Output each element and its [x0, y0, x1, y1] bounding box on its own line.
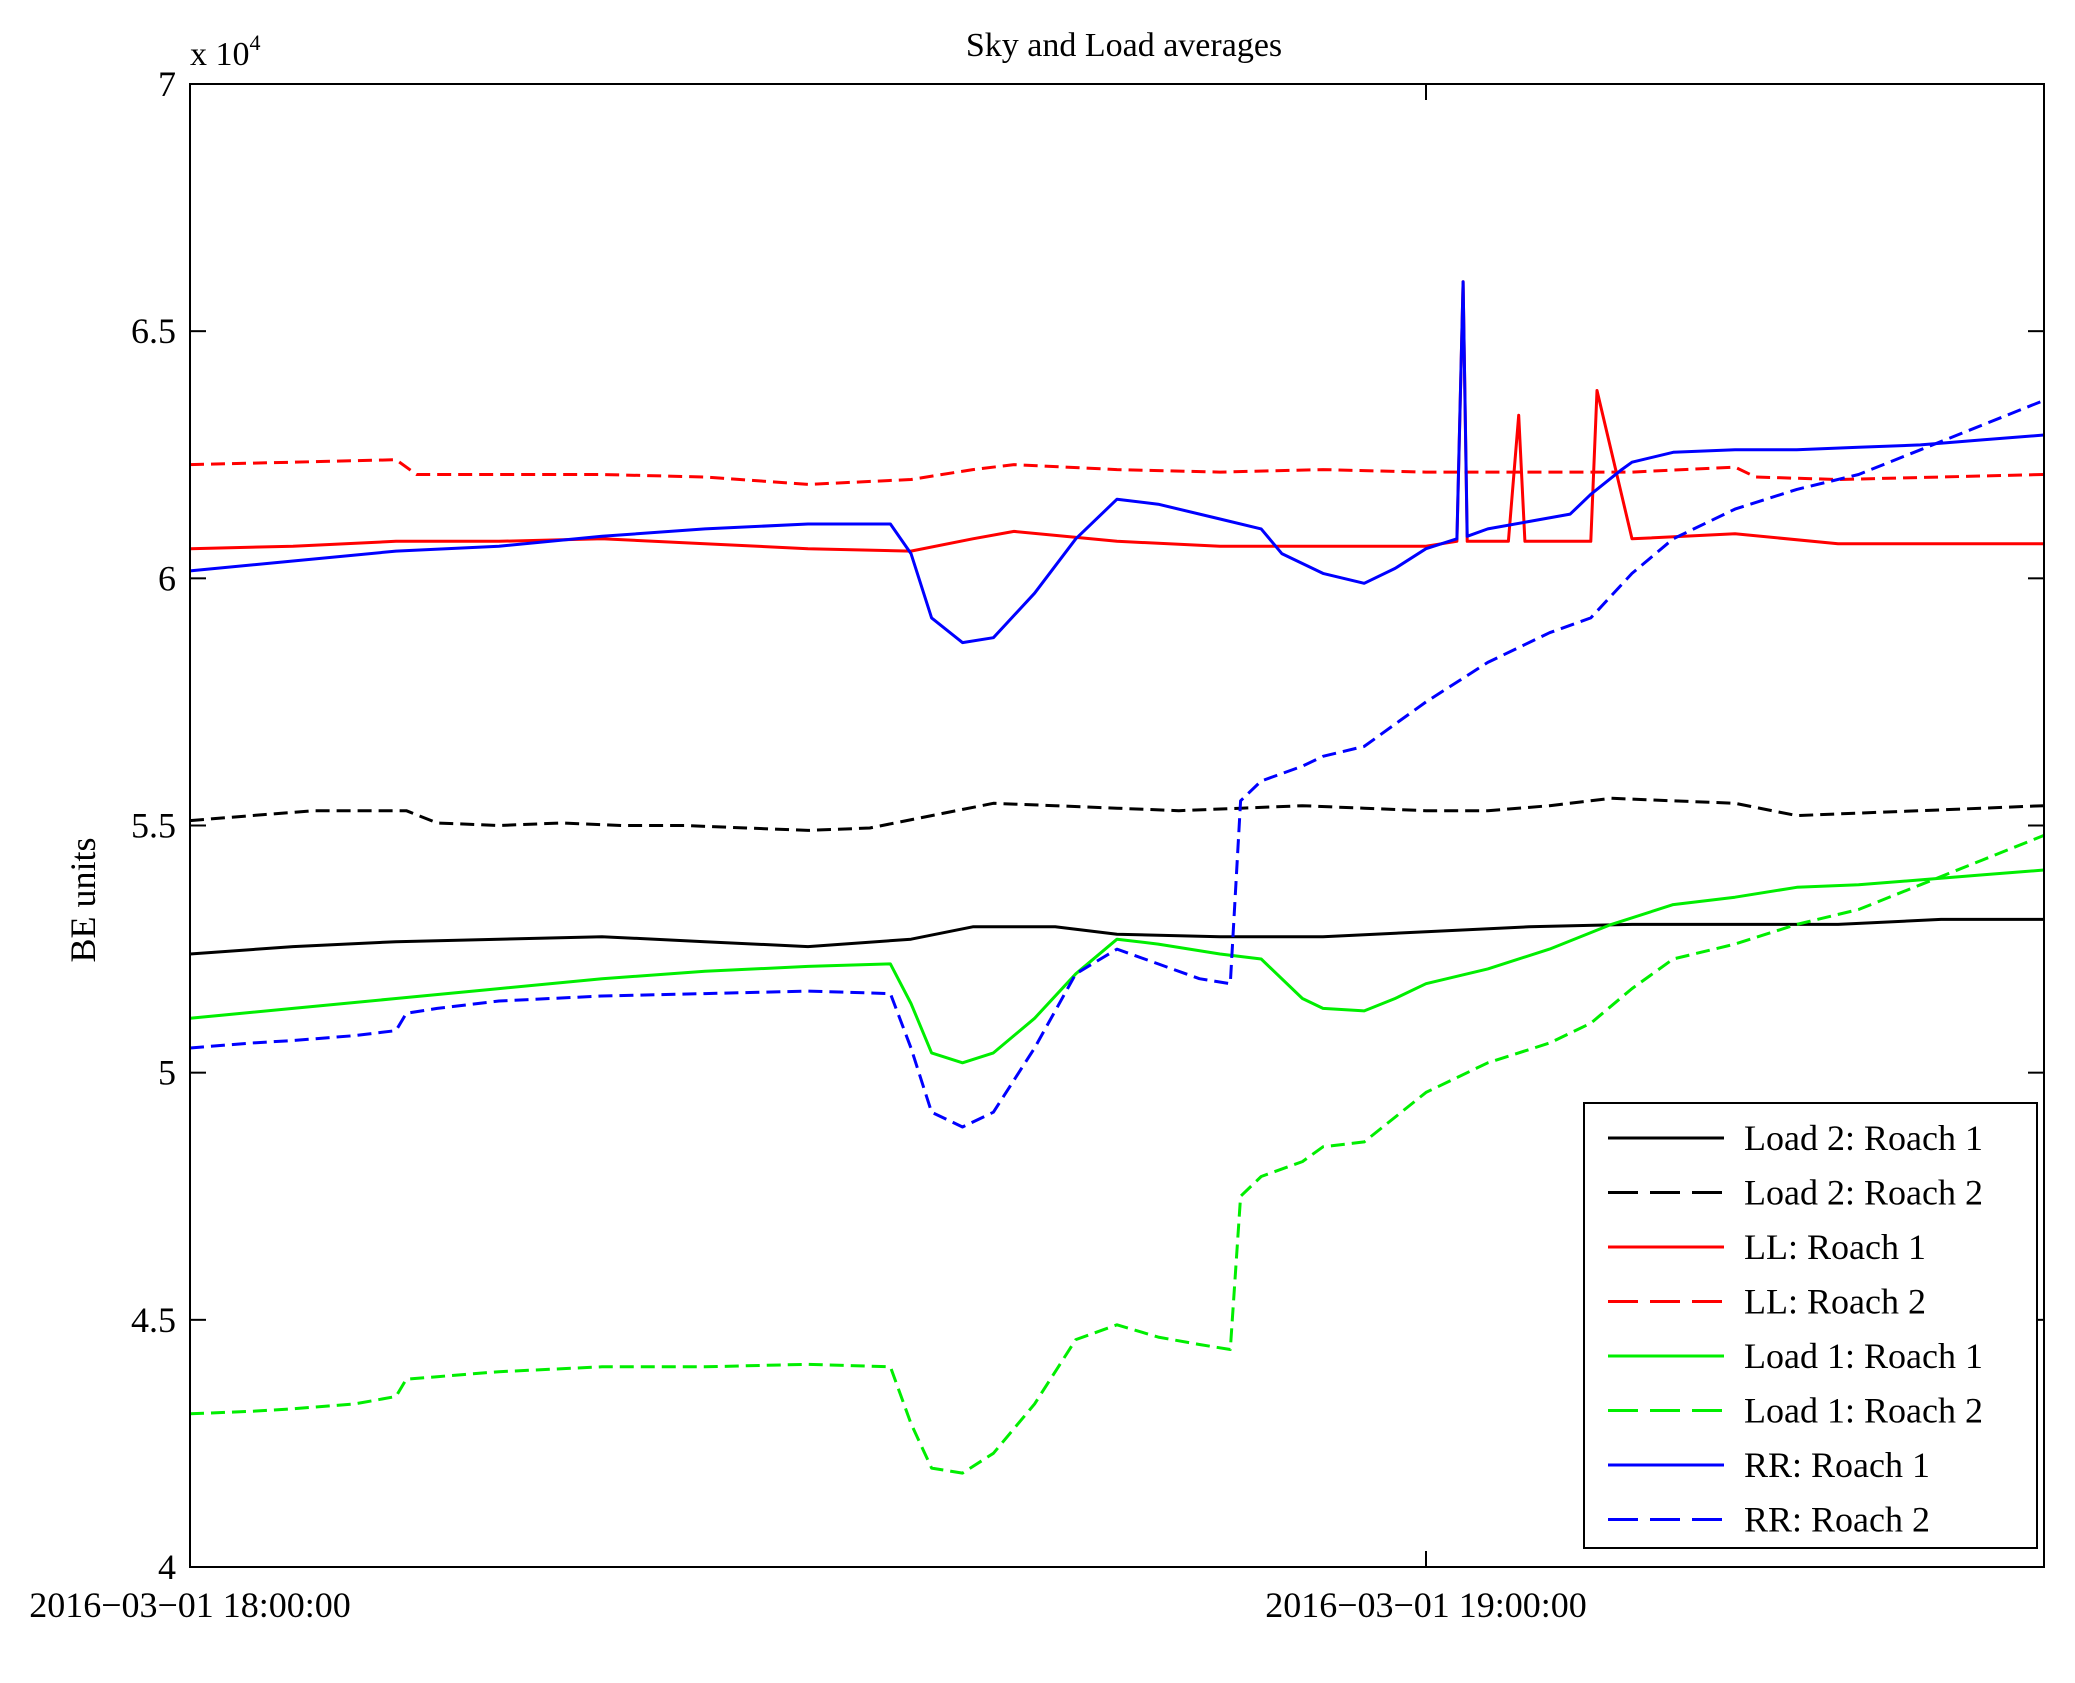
legend-label: LL: Roach 1: [1744, 1227, 1926, 1267]
legend: Load 2: Roach 1 Load 2: Roach 2 LL: Roach …: [1583, 1102, 2038, 1549]
series-line-7: [189, 280, 2045, 645]
plot-lines: [189, 280, 2045, 1475]
legend-label: Load 2: Roach 2: [1744, 1173, 1983, 1213]
plot-frame: [189, 83, 2045, 1568]
y-tick-label: 5: [158, 1053, 176, 1093]
y-tick-label: 4: [158, 1547, 176, 1587]
series-line-2: [189, 796, 2045, 832]
y-multiplier: x 104: [190, 30, 261, 73]
legend-label: RR: Roach 2: [1744, 1500, 1930, 1540]
x-tick-label: 2016−03−01 18:00:00: [29, 1585, 351, 1625]
legend-box: [1583, 1102, 2038, 1549]
series-line-1: [189, 917, 2044, 956]
legend-label: RR: Roach 1: [1744, 1445, 1930, 1485]
legend-label: Load 1: Roach 1: [1744, 1336, 1983, 1376]
legend-label: LL: Roach 2: [1744, 1282, 1926, 1322]
y-tick-label: 7: [158, 64, 176, 104]
series-line-8: [189, 399, 2045, 1129]
y-axis-label: BE units: [63, 837, 103, 962]
y-multiplier-exponent: 4: [250, 30, 261, 55]
series-line-4: [189, 458, 2045, 486]
y-tick-label: 6.5: [131, 311, 176, 351]
y-tick-label: 5.5: [131, 806, 176, 846]
series-line-6: [189, 834, 2045, 1475]
x-tick-label: 2016−03−01 19:00:00: [1265, 1585, 1587, 1625]
y-tick-label: 6: [158, 558, 176, 598]
legend-label: Load 1: Roach 2: [1744, 1391, 1983, 1431]
legend-label: Load 2: Roach 1: [1744, 1118, 1983, 1158]
chart-title: Sky and Load averages: [966, 27, 1282, 64]
series-line-5: [189, 868, 2045, 1065]
y-multiplier-label: x 10: [190, 36, 250, 73]
y-tick-label: 4.5: [131, 1300, 176, 1340]
axes-ticks: 4 4.5 5 5.5 6 6.5 7 2016−03−01 18:00:00 2016−03−…: [29, 64, 2044, 1625]
